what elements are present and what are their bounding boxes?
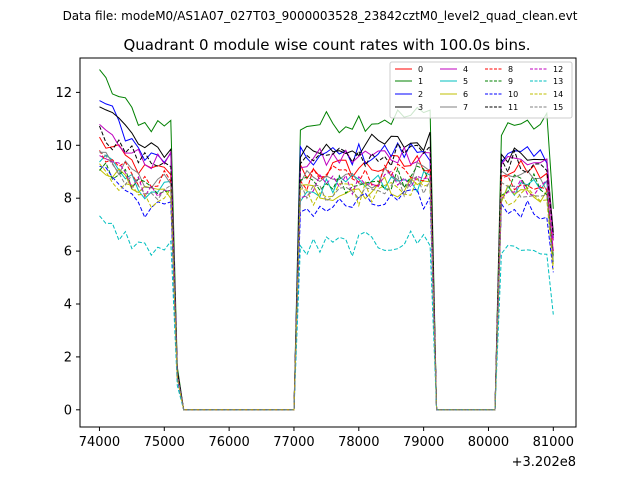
series-line-4 [99,124,554,411]
legend-item-0: 0 [395,65,423,74]
plot-area-frame [79,57,577,428]
legend-label: 13 [553,77,563,86]
y-tick-label: 0 [64,403,72,418]
legend-item-8: 8 [485,65,513,74]
x-axis-offset-label: +3.202e8 [512,455,576,470]
x-tick-label: 74000 [79,435,120,450]
legend-item-1: 1 [395,77,423,86]
chart-title: Quadrant 0 module wise count rates with … [123,36,530,54]
legend-item-15: 15 [530,103,563,112]
x-tick-label: 80000 [468,435,509,450]
legend-label: 6 [463,90,468,99]
legend-label: 15 [553,103,563,112]
series-line-11 [99,125,554,411]
legend-item-14: 14 [530,90,563,99]
x-tick-label: 77000 [273,435,314,450]
y-tick-label: 8 [64,192,72,207]
legend-item-6: 6 [440,90,468,99]
series-line-9 [99,161,554,411]
legend-label: 5 [463,77,468,86]
legend-item-13: 13 [530,77,563,86]
legend-item-2: 2 [395,90,423,99]
y-tick-label: 10 [55,139,72,154]
legend-label: 2 [418,90,423,99]
legend-item-3: 3 [395,103,423,112]
series-line-2 [99,100,554,411]
legend-label: 11 [508,103,518,112]
legend-label: 1 [418,77,423,86]
x-tick-label: 79000 [403,435,444,450]
series-line-10 [99,165,554,411]
x-axis: 74000 75000 76000 77000 78000 79000 80000 81000 [79,427,574,450]
legend-label: 14 [553,90,563,99]
x-tick-label: 76000 [208,435,249,450]
y-tick-label: 12 [55,86,72,101]
legend-label: 7 [463,103,468,112]
legend-box [389,61,573,119]
legend-label: 8 [508,65,513,74]
y-tick-label: 6 [64,245,72,260]
x-tick-label: 75000 [144,435,185,450]
y-tick-label: 2 [64,350,72,365]
legend-label: 10 [508,90,518,99]
legend-label: 3 [418,103,423,112]
legend-item-12: 12 [530,65,563,74]
x-tick-label: 81000 [533,435,574,450]
y-tick-label: 4 [64,298,72,313]
legend-item-5: 5 [440,77,468,86]
legend-item-7: 7 [440,103,468,112]
legend-label: 9 [508,77,513,86]
legend-item-10: 10 [485,90,518,99]
series-line-6 [99,168,554,411]
legend-item-11: 11 [485,103,518,112]
figure-suptitle: Data file: modeM0/AS1A07_027T03_90000035… [63,9,578,23]
y-axis: 0 2 4 6 8 10 12 [55,86,80,418]
series-line-8 [99,150,554,411]
series-line-13 [99,215,554,411]
legend-item-9: 9 [485,77,513,86]
legend-label: 0 [418,65,423,74]
series-line-1 [99,69,554,411]
legend-item-4: 4 [440,65,468,74]
legend-label: 12 [553,65,563,74]
legend-label: 4 [463,65,468,74]
plot-lines [99,69,554,411]
series-line-15 [99,150,554,411]
x-tick-label: 78000 [338,435,379,450]
